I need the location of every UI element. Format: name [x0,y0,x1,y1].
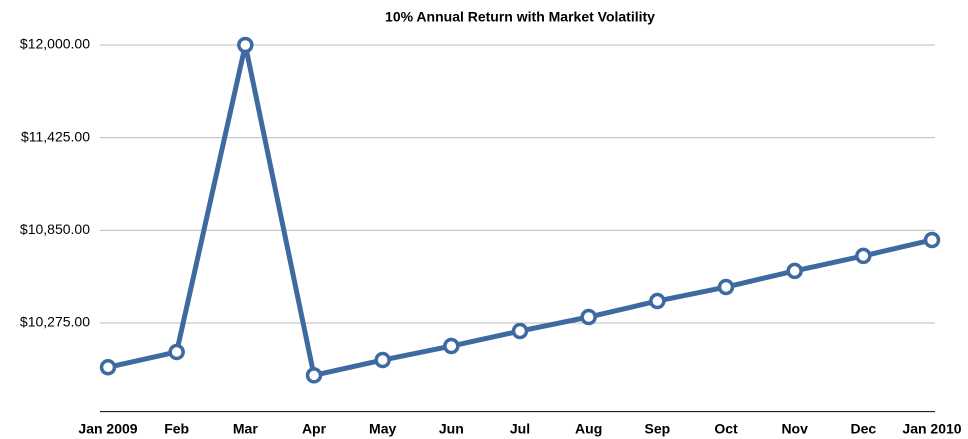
data-point [237,36,254,54]
x-tick-label: Jun [439,421,464,437]
data-point [923,231,941,249]
x-tick-label: Jul [510,421,530,437]
chart-title: 10% Annual Return with Market Volatility [385,9,655,25]
x-tick-label: Jan 2010 [902,421,961,437]
y-tick-label: $12,000.00 [20,36,90,52]
x-tick-label: Mar [233,421,258,437]
data-point [786,262,803,280]
data-point [649,292,666,310]
x-tick-label: May [369,421,396,437]
x-tick-label: Apr [302,421,327,437]
x-tick-label: Sep [644,421,670,437]
x-tick-label: Jan 2009 [78,421,137,437]
x-tick-label: Oct [714,421,738,437]
x-tick-label: Aug [575,421,602,437]
data-point [511,322,529,340]
data-point [168,343,185,361]
data-point [855,247,872,265]
data-point [717,278,735,296]
y-tick-label: $10,275.00 [20,314,90,330]
x-tick-label: Dec [850,421,876,437]
data-point [580,308,597,326]
y-tick-label: $11,425.00 [21,128,90,144]
data-point [443,337,460,355]
y-tick-label: $10,850.00 [20,221,90,237]
data-point [99,359,117,376]
data-point [374,351,391,369]
x-tick-label: Nov [781,421,808,437]
data-point [305,367,323,384]
x-tick-label: Feb [164,421,189,437]
